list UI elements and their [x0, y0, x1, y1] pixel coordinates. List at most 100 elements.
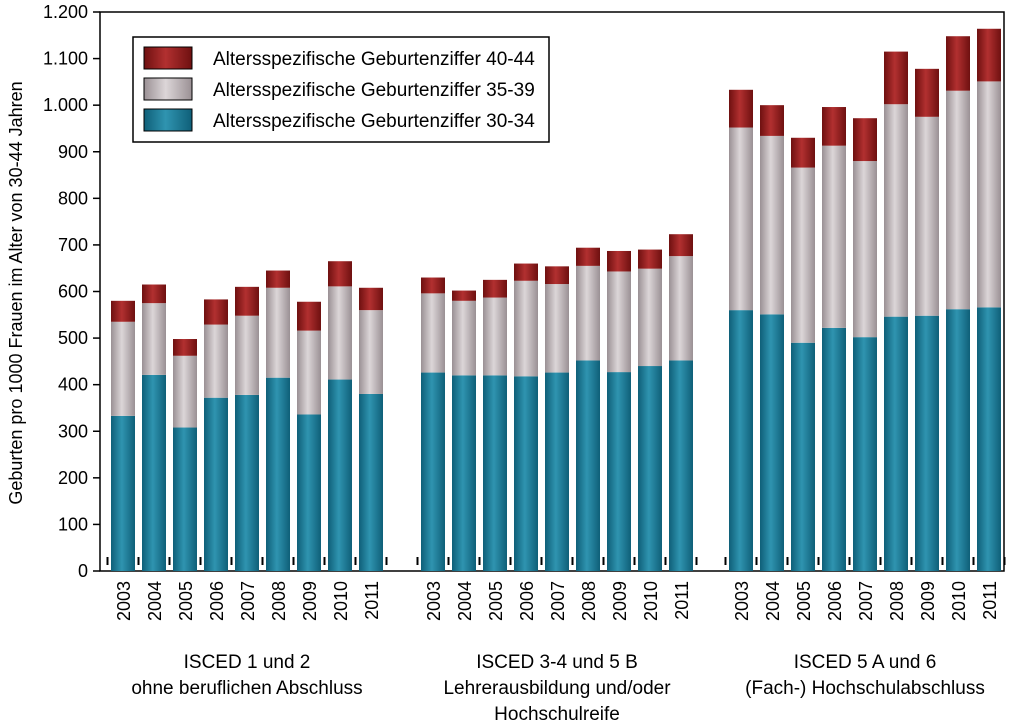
bar-segment	[142, 374, 166, 571]
bar-segment	[328, 261, 352, 287]
x-tick-label: 2009	[918, 581, 938, 621]
bar-segment	[760, 314, 784, 571]
group-label: Hochschulreife	[494, 704, 620, 725]
x-tick-label: 2007	[238, 581, 258, 621]
bar-segment	[111, 300, 135, 322]
y-tick-label: 0	[78, 561, 88, 581]
y-tick-label: 900	[58, 142, 88, 162]
x-tick-label: 2011	[362, 581, 382, 620]
x-tick-label: 2010	[331, 581, 351, 621]
x-tick-label: 2007	[856, 581, 876, 621]
bar-segment	[483, 375, 507, 571]
y-tick-label: 1.100	[43, 49, 88, 69]
bar-segment	[822, 327, 846, 571]
bar-segment	[452, 375, 476, 571]
x-tick-label: 2008	[887, 581, 907, 621]
x-tick-label: 2004	[763, 581, 783, 621]
bar-segment	[576, 247, 600, 266]
bar-segment	[204, 299, 228, 325]
bar-segment	[483, 279, 507, 298]
bar-segment	[235, 394, 259, 571]
y-tick-label: 400	[58, 375, 88, 395]
y-axis: 0 100 200 300 400 500 600 700 800 900 1.000 1.100 1.…	[43, 2, 100, 581]
x-tick-label: 2004	[455, 581, 475, 621]
y-axis-label: Geburten pro 1000 Frauen im Alter von 30…	[6, 81, 26, 504]
bar-segment	[545, 372, 569, 571]
bar-segment	[638, 249, 662, 269]
x-tick-label: 2008	[269, 581, 289, 621]
bar-segment	[235, 286, 259, 316]
y-tick-label: 1.000	[43, 95, 88, 115]
bar-segment	[204, 397, 228, 571]
y-tick-label: 1.200	[43, 2, 88, 22]
y-tick-label: 800	[58, 188, 88, 208]
bar-segment	[946, 90, 970, 310]
bar-segment	[977, 28, 1001, 82]
bar-segment	[421, 277, 445, 294]
bar-segment	[669, 234, 693, 257]
legend-swatch	[143, 46, 193, 70]
bar-segment	[328, 379, 352, 571]
bar-segment	[884, 104, 908, 317]
bar-segment	[729, 310, 753, 571]
bar-segment	[884, 316, 908, 571]
bar-segment	[669, 360, 693, 571]
legend: Altersspezifische Geburtenziffer 40-44 Al…	[132, 36, 550, 143]
bar-segment	[760, 135, 784, 315]
bar-segment	[173, 427, 197, 571]
x-tick-label: 2007	[548, 581, 568, 621]
legend-swatch	[143, 77, 193, 101]
x-tick-label: 2003	[114, 581, 134, 621]
bar-segment	[729, 127, 753, 311]
bar-segment	[638, 268, 662, 367]
bars-layer	[111, 28, 1001, 571]
x-tick-label: 2003	[424, 581, 444, 621]
bar-segment	[545, 266, 569, 285]
bar-segment	[359, 287, 383, 311]
bar-segment	[111, 415, 135, 571]
x-tick-label: 2006	[825, 581, 845, 621]
bar-segment	[791, 167, 815, 343]
group-label: ISCED 5 A und 6	[794, 652, 937, 673]
bar-segment	[452, 290, 476, 301]
y-tick-label: 500	[58, 328, 88, 348]
bar-segment	[173, 355, 197, 428]
bar-segment	[853, 161, 877, 338]
group-label: ohne beruflichen Abschluss	[131, 678, 362, 699]
bar-segment	[760, 105, 784, 136]
bar-segment	[977, 307, 1001, 571]
bar-segment	[853, 337, 877, 571]
bar-segment	[669, 256, 693, 361]
x-tick-label: 2011	[980, 581, 1000, 620]
y-tick-label: 200	[58, 468, 88, 488]
bar-segment	[946, 36, 970, 91]
bar-segment	[576, 360, 600, 571]
y-tick-label: 600	[58, 282, 88, 302]
bar-segment	[111, 321, 135, 416]
bar-segment	[977, 81, 1001, 308]
bar-segment	[297, 414, 321, 571]
group-label: (Fach-) Hochschulabschluss	[745, 678, 985, 699]
bar-segment	[729, 89, 753, 128]
x-tick-label: 2009	[300, 581, 320, 621]
x-tick-label: 2005	[794, 581, 814, 621]
group-label: ISCED 1 und 2	[184, 652, 311, 673]
x-tick-label: 2006	[207, 581, 227, 621]
legend-entry: Altersspezifische Geburtenziffer 30-34	[213, 111, 535, 132]
bar-segment	[607, 372, 631, 571]
x-tick-label: 2004	[145, 581, 165, 621]
x-tick-label: 2003	[732, 581, 752, 621]
legend-entry: Altersspezifische Geburtenziffer 40-44	[213, 49, 535, 70]
bar-segment	[204, 324, 228, 398]
bar-segment	[142, 303, 166, 375]
bar-segment	[266, 377, 290, 571]
x-tick-label: 2008	[579, 581, 599, 621]
group-label: ISCED 3-4 und 5 B	[476, 652, 638, 673]
bar-segment	[607, 250, 631, 272]
bar-segment	[915, 315, 939, 571]
y-tick-label: 700	[58, 235, 88, 255]
bar-segment	[607, 271, 631, 373]
bar-segment	[483, 297, 507, 376]
bar-segment	[297, 301, 321, 331]
bar-segment	[235, 315, 259, 395]
